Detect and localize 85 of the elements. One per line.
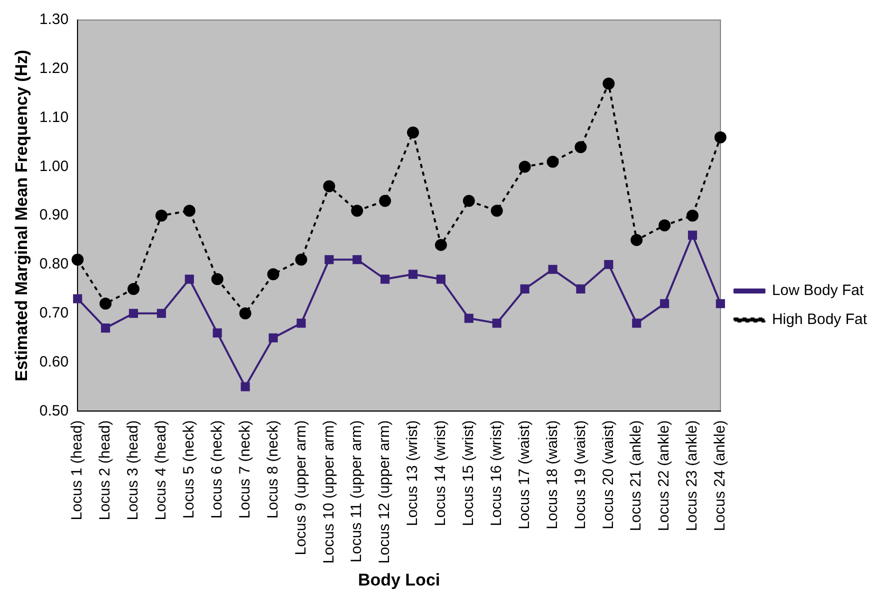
point (688, 230, 698, 240)
x-tick-label: Locus 15 (wrist) (460, 420, 478, 526)
point (128, 308, 138, 318)
point (351, 204, 364, 217)
y-tick-label: 1.30 (39, 11, 69, 28)
point (546, 156, 559, 168)
y-tick-label: 0.70 (39, 304, 69, 322)
x-tick-label: Locus 8 (neck) (264, 420, 282, 519)
point (127, 282, 140, 295)
point (716, 299, 725, 308)
x-tick-label: Locus 20 (waist) (600, 420, 617, 530)
point (658, 219, 671, 232)
x-tick-label: Locus 16 (wrist) (488, 420, 505, 526)
point (518, 160, 531, 173)
x-tick-label: Locus 9 (upper arm) (292, 420, 310, 556)
point (604, 260, 614, 270)
point (520, 284, 530, 294)
point (184, 274, 194, 284)
point (73, 294, 82, 304)
x-tick-label: Locus 5 (neck) (180, 420, 198, 519)
x-tick-label: Locus 14 (wrist) (432, 420, 450, 526)
y-tick-label: 0.80 (39, 256, 69, 273)
x-axis-title: Body Loci (358, 570, 440, 590)
x-tick-label: Locus 17 (waist) (516, 420, 533, 530)
point (72, 254, 84, 266)
point (434, 238, 447, 251)
point (602, 78, 615, 90)
x-tick-label: Locus 22 (ankle) (656, 420, 673, 532)
point (212, 328, 222, 338)
point (352, 255, 362, 264)
point (155, 210, 168, 222)
point (492, 318, 502, 328)
point (267, 268, 280, 280)
x-tick-label: Locus 1 (head) (68, 420, 86, 520)
point (156, 308, 166, 318)
legend-label: Low Body Fat (772, 282, 864, 300)
point (660, 299, 670, 308)
point (296, 318, 306, 328)
y-tick-label: 0.50 (39, 402, 69, 420)
point (295, 254, 308, 266)
point (576, 284, 586, 294)
point (462, 194, 475, 207)
x-tick-label: Locus 18 (waist) (544, 420, 561, 530)
x-tick-label: Locus 10 (upper arm) (320, 420, 338, 564)
x-tick-label: Locus 13 (wrist) (404, 420, 422, 526)
point (464, 314, 474, 323)
point (574, 141, 587, 154)
x-tick-label: Locus 6 (neck) (208, 420, 226, 519)
x-tick-label: Locus 21 (ankle) (628, 420, 645, 532)
point (407, 126, 419, 138)
x-tick-label: Locus 7 (neck) (236, 420, 254, 519)
point (630, 234, 643, 246)
y-tick-label: 1.00 (39, 158, 69, 175)
point (101, 324, 110, 333)
x-tick-label: Locus 2 (head) (96, 420, 114, 520)
x-tick-label: Locus 19 (waist) (572, 420, 589, 530)
point (323, 180, 336, 192)
y-axis-title: Estimated Marginal Mean Frequency (Hz) (12, 50, 31, 382)
x-tick-label: Locus 23 (ankle) (684, 420, 701, 532)
x-tick-label: Locus 12 (upper arm) (376, 420, 394, 564)
x-tick-label: Locus 24 (ankle) (712, 420, 729, 532)
point (686, 210, 699, 222)
point (490, 204, 503, 217)
point (100, 298, 112, 310)
point (239, 307, 252, 320)
point (632, 318, 642, 328)
point (211, 273, 224, 286)
legend-label: High Body Fat (772, 311, 868, 328)
y-tick-label: 0.90 (39, 206, 69, 224)
point (436, 274, 446, 284)
y-tick-label: 1.10 (39, 108, 69, 126)
point (408, 270, 418, 279)
x-tick-label: Locus 11 (upper arm) (348, 420, 366, 562)
y-tick-label: 0.60 (39, 353, 69, 370)
point (268, 333, 278, 342)
point (324, 255, 334, 264)
y-tick-label: 1.20 (39, 60, 69, 78)
point (240, 382, 250, 392)
point (714, 131, 726, 144)
point (379, 194, 392, 207)
x-tick-label: Locus 3 (head) (124, 420, 142, 520)
x-tick-label: Locus 4 (head) (152, 420, 170, 520)
point (380, 274, 390, 284)
point (548, 264, 558, 274)
point (183, 204, 196, 217)
